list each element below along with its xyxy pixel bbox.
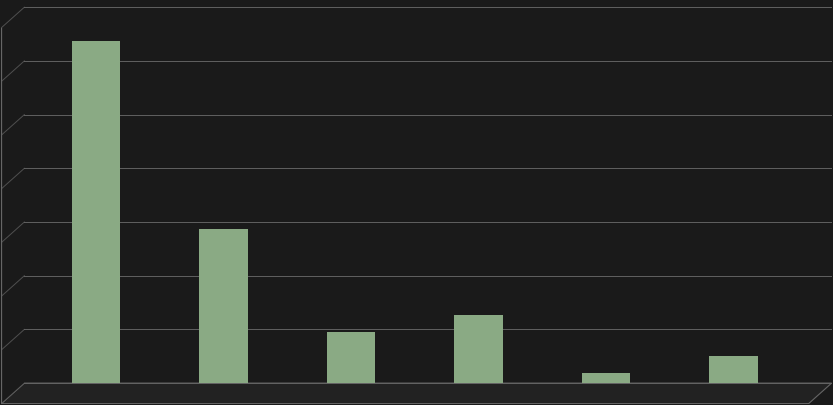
Polygon shape <box>247 230 271 383</box>
Polygon shape <box>454 315 502 383</box>
Polygon shape <box>120 42 143 383</box>
Polygon shape <box>581 373 630 383</box>
Polygon shape <box>2 383 831 404</box>
Polygon shape <box>72 42 120 383</box>
Polygon shape <box>327 332 375 383</box>
Polygon shape <box>199 230 247 383</box>
Polygon shape <box>709 356 758 383</box>
Polygon shape <box>375 332 398 383</box>
Polygon shape <box>2 8 24 404</box>
Polygon shape <box>758 356 781 383</box>
Polygon shape <box>630 373 653 383</box>
Polygon shape <box>502 315 526 383</box>
